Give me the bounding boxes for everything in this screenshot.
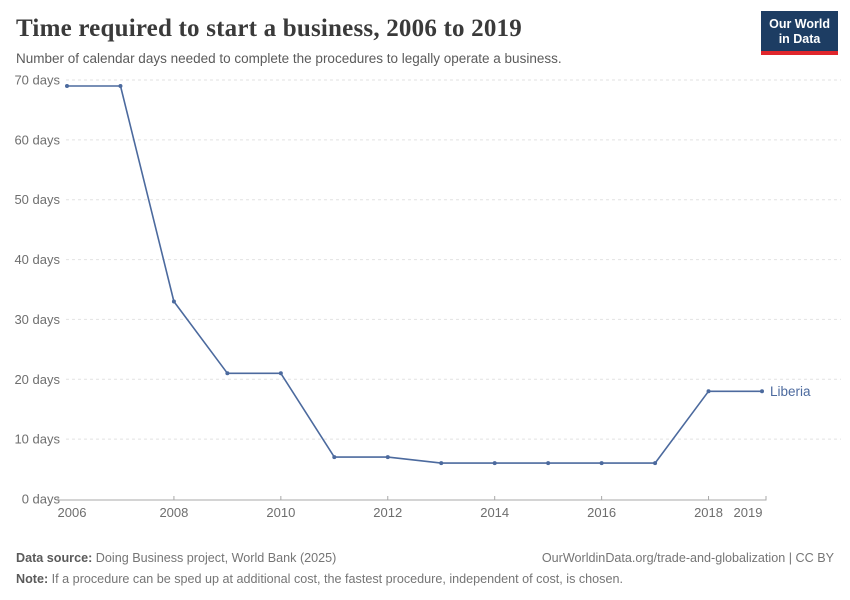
x-axis-tick-label: 2008 xyxy=(159,505,188,520)
data-point[interactable] xyxy=(439,461,444,466)
y-axis-tick-label: 10 days xyxy=(14,432,60,447)
data-source-text: Data source: Doing Business project, Wor… xyxy=(16,551,336,565)
y-axis-tick-label: 60 days xyxy=(14,132,60,147)
x-axis-tick-label: 2016 xyxy=(587,505,616,520)
data-point[interactable] xyxy=(118,83,123,88)
x-axis-tick-label: 2014 xyxy=(480,505,509,520)
chart-subtitle: Number of calendar days needed to comple… xyxy=(16,51,562,66)
chart-area[interactable]: 0 days 10 days 20 days 30 days 40 days 50 day… xyxy=(0,68,850,526)
y-axis-tick-label: 20 days xyxy=(14,372,60,387)
data-point[interactable] xyxy=(599,461,604,466)
data-source-value: Doing Business project, World Bank (2025… xyxy=(92,551,337,565)
y-axis-tick-label: 70 days xyxy=(14,73,60,88)
data-point[interactable] xyxy=(546,461,551,466)
owid-logo[interactable]: Our World in Data xyxy=(761,11,838,55)
chart-note: Note: If a procedure can be sped up at a… xyxy=(16,572,834,586)
x-axis-tick-label: 2012 xyxy=(373,505,402,520)
data-point[interactable] xyxy=(278,371,283,376)
data-point[interactable] xyxy=(492,461,497,466)
data-point[interactable] xyxy=(385,455,390,460)
line-chart[interactable]: 0 days 10 days 20 days 30 days 40 days 50 day… xyxy=(0,68,850,526)
x-axis-tick-label: 2018 xyxy=(694,505,723,520)
chart-footer: Data source: Doing Business project, Wor… xyxy=(0,551,850,586)
data-point[interactable] xyxy=(706,389,711,394)
data-point[interactable] xyxy=(332,455,337,460)
y-axis-tick-label: 0 days xyxy=(22,492,61,507)
attribution-link[interactable]: OurWorldinData.org/trade-and-globalizati… xyxy=(541,551,834,565)
chart-title: Time required to start a business, 2006 … xyxy=(16,15,522,42)
owid-logo-line2: in Data xyxy=(778,31,821,46)
series-end-label[interactable]: Liberia xyxy=(770,384,811,399)
data-point[interactable] xyxy=(653,461,658,466)
series-line[interactable] xyxy=(66,85,763,464)
data-point[interactable] xyxy=(65,83,69,88)
x-axis-tick-label: 2006 xyxy=(58,505,87,520)
x-axis-line xyxy=(57,496,767,501)
y-axis-tick-label: 50 days xyxy=(14,192,60,207)
x-axis-tick-label: 2010 xyxy=(266,505,295,520)
y-axis-tick-label: 30 days xyxy=(14,312,60,327)
y-axis-tick-label: 40 days xyxy=(14,252,60,267)
note-label: Note: xyxy=(16,572,49,586)
data-source-label: Data source: xyxy=(16,551,93,565)
chart-header: Time required to start a business, 2006 … xyxy=(0,0,850,66)
data-point[interactable] xyxy=(171,299,176,304)
owid-logo-line1: Our World xyxy=(769,17,830,31)
data-point[interactable] xyxy=(760,389,764,394)
x-axis-tick-label: 2019 xyxy=(734,505,763,520)
data-point[interactable] xyxy=(225,371,230,376)
note-value: If a procedure can be sped up at additio… xyxy=(48,572,623,586)
